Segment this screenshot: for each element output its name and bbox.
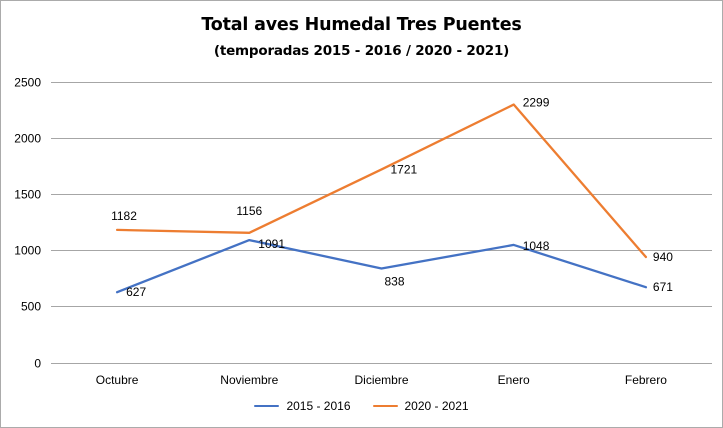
- legend-label-2020-2021: 2020 - 2021: [404, 399, 469, 413]
- chart-title: Total aves Humedal Tres Puentes: [201, 15, 522, 35]
- x-tick-label: Febrero: [625, 373, 667, 387]
- data-label: 838: [385, 274, 405, 288]
- legend-item-2015-2016: 2015 - 2016: [254, 399, 351, 413]
- legend-swatch-2020-2021: [372, 404, 398, 408]
- data-label: 940: [653, 250, 673, 264]
- x-tick-label: Octubre: [96, 373, 139, 387]
- x-tick-label: Enero: [498, 373, 530, 387]
- y-tick-label: 2500: [14, 76, 41, 90]
- y-tick-label: 500: [21, 300, 41, 314]
- data-label: 1156: [236, 204, 262, 218]
- data-label: 627: [126, 285, 146, 299]
- legend-item-2020-2021: 2020 - 2021: [372, 399, 469, 413]
- legend-label-2015-2016: 2015 - 2016: [286, 399, 351, 413]
- y-tick-label: 1000: [14, 244, 41, 258]
- data-label: 1721: [391, 162, 418, 176]
- data-label: 1091: [258, 237, 285, 251]
- x-tick-label: Diciembre: [354, 373, 408, 387]
- legend: 2015 - 2016 2020 - 2021: [1, 399, 722, 413]
- data-label: 1048: [523, 239, 550, 253]
- data-label: 671: [653, 280, 673, 294]
- x-tick-label: Noviembre: [220, 373, 278, 387]
- y-tick-label: 1500: [14, 188, 41, 202]
- series-line-2015-2016: [115, 238, 648, 294]
- series-line-2020-2021: [115, 103, 648, 259]
- y-tick-label: 0: [34, 357, 41, 371]
- legend-swatch-2015-2016: [254, 404, 280, 408]
- data-label: 1182: [111, 209, 137, 223]
- chart-subtitle: (temporadas 2015 - 2016 / 2020 - 2021): [213, 43, 510, 59]
- data-label: 2299: [523, 96, 550, 110]
- y-tick-label: 2000: [14, 132, 41, 146]
